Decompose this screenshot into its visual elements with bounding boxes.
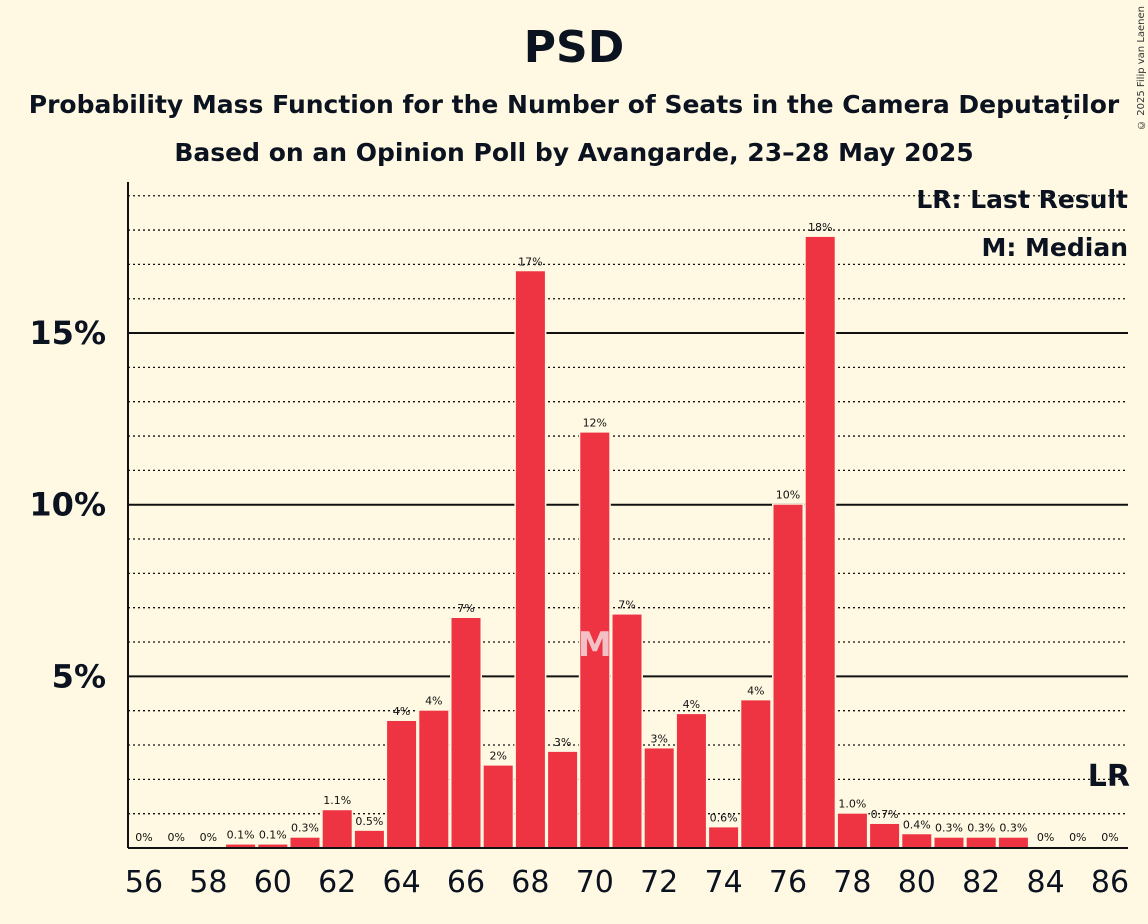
bar-81	[934, 837, 964, 848]
bar-value-label-75: 4%	[747, 684, 764, 697]
x-tick-labels: 56 58 60 62 64 66 68 70 72 74 76 78 80 82 84 86	[125, 865, 1129, 900]
bar-labels: 0% 0% 0% 0.1% 0.1% 0.3% 1.1% 0.5% 4% 4% 7% 2% 17% 3% 1…	[135, 221, 1130, 844]
bar-value-label-79: 0.7%	[871, 808, 899, 821]
bar-value-label-70: 12%	[583, 417, 607, 430]
bar-value-label-67: 2%	[489, 750, 506, 763]
x-tick-76: 76	[769, 865, 807, 900]
bar-value-label-77: 18%	[808, 221, 832, 234]
y-tick-labels: 5% 10% 15%	[29, 314, 106, 695]
bar-62	[322, 810, 352, 848]
x-tick-62: 62	[318, 865, 356, 900]
y-tick-5: 5%	[52, 657, 106, 695]
bar-73	[676, 714, 706, 848]
x-tick-56: 56	[125, 865, 163, 900]
bar-59	[226, 844, 256, 848]
x-tick-64: 64	[383, 865, 421, 900]
bar-value-label-64: 4%	[393, 705, 410, 718]
bar-value-label-81: 0.3%	[935, 822, 963, 835]
bar-value-label-76: 10%	[776, 489, 800, 502]
x-tick-58: 58	[189, 865, 227, 900]
bar-76	[773, 504, 803, 848]
bar-value-label-59: 0.1%	[227, 829, 255, 842]
bar-value-label-57: 0%	[167, 831, 184, 844]
y-tick-15: 15%	[29, 314, 106, 352]
bar-value-label-61: 0.3%	[291, 822, 319, 835]
chart-title: PSD	[523, 22, 625, 73]
bar-63	[354, 830, 384, 848]
bar-69	[548, 751, 578, 848]
bars	[224, 235, 1030, 849]
bar-78	[837, 813, 867, 848]
bar-67	[483, 765, 513, 848]
x-tick-70: 70	[576, 865, 614, 900]
x-tick-60: 60	[254, 865, 292, 900]
bar-74	[709, 827, 739, 848]
legend-median: M: Median	[981, 233, 1128, 262]
bar-61	[290, 837, 320, 848]
bar-65	[419, 710, 449, 848]
y-tick-10: 10%	[29, 486, 106, 524]
bar-64	[387, 720, 417, 848]
bar-value-label-58: 0%	[200, 831, 217, 844]
bar-value-label-62: 1.1%	[323, 794, 351, 807]
x-tick-78: 78	[833, 865, 871, 900]
chart-source-line: Based on an Opinion Poll by Avangarde, 2…	[174, 138, 974, 167]
last-result-marker: LR	[1088, 759, 1130, 794]
bar-value-label-66: 7%	[457, 602, 474, 615]
bar-value-label-83: 0.3%	[999, 822, 1027, 835]
bar-value-label-73: 4%	[683, 698, 700, 711]
bar-82	[966, 837, 996, 848]
axes	[127, 182, 1128, 849]
bar-71	[612, 614, 642, 848]
bar-value-label-78: 1.0%	[838, 798, 866, 811]
bar-value-label-63: 0.5%	[355, 815, 383, 828]
bar-value-label-60: 0.1%	[259, 829, 287, 842]
median-marker: M	[578, 625, 612, 665]
bar-value-label-84: 0%	[1037, 831, 1054, 844]
x-tick-84: 84	[1027, 865, 1065, 900]
bar-value-label-86: 0%	[1101, 831, 1118, 844]
bar-value-label-65: 4%	[425, 695, 442, 708]
bar-66	[451, 617, 481, 848]
bar-value-label-72: 3%	[650, 732, 667, 745]
bar-value-label-82: 0.3%	[967, 822, 995, 835]
bar-80	[902, 834, 932, 848]
bar-value-label-80: 0.4%	[903, 818, 931, 831]
bar-70	[580, 432, 610, 848]
bar-value-label-74: 0.6%	[710, 811, 738, 824]
bar-value-label-56: 0%	[135, 831, 152, 844]
bar-83	[998, 837, 1028, 848]
bar-value-label-69: 3%	[554, 736, 571, 749]
x-tick-66: 66	[447, 865, 485, 900]
bar-value-label-68: 17%	[518, 255, 542, 268]
bar-75	[741, 700, 771, 848]
bar-60	[258, 844, 288, 848]
x-tick-82: 82	[962, 865, 1000, 900]
x-tick-86: 86	[1091, 865, 1129, 900]
x-tick-72: 72	[640, 865, 678, 900]
bar-value-label-85: 0%	[1069, 831, 1086, 844]
bar-72	[644, 748, 674, 848]
bar-79	[870, 823, 900, 848]
x-tick-68: 68	[511, 865, 549, 900]
bar-68	[515, 271, 545, 849]
bar-value-label-71: 7%	[618, 599, 635, 612]
legend-last-result: LR: Last Result	[916, 185, 1128, 214]
x-tick-80: 80	[898, 865, 936, 900]
x-tick-74: 74	[705, 865, 743, 900]
chart-subtitle: Probability Mass Function for the Number…	[28, 90, 1120, 119]
bar-77	[805, 236, 835, 848]
